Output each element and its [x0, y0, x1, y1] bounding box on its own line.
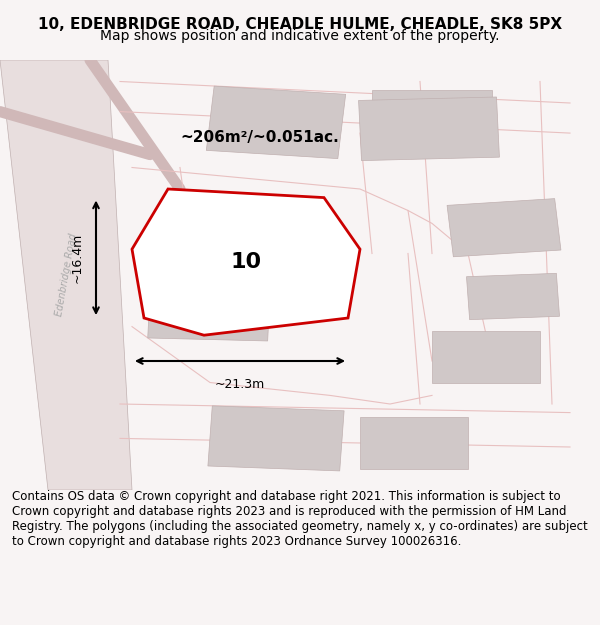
Polygon shape	[0, 60, 132, 490]
Text: ~16.4m: ~16.4m	[71, 232, 84, 283]
Text: 10, EDENBRIDGE ROAD, CHEADLE HULME, CHEADLE, SK8 5PX: 10, EDENBRIDGE ROAD, CHEADLE HULME, CHEA…	[38, 17, 562, 32]
Polygon shape	[148, 243, 272, 341]
Polygon shape	[132, 189, 360, 335]
Polygon shape	[206, 86, 346, 159]
Polygon shape	[360, 417, 468, 469]
Polygon shape	[466, 273, 560, 319]
Text: Contains OS data © Crown copyright and database right 2021. This information is : Contains OS data © Crown copyright and d…	[12, 490, 588, 548]
Text: Edenbridge Road: Edenbridge Road	[54, 232, 78, 318]
Polygon shape	[447, 199, 561, 257]
Polygon shape	[372, 90, 492, 146]
Text: 10: 10	[230, 252, 262, 272]
Polygon shape	[359, 97, 499, 161]
Text: ~206m²/~0.051ac.: ~206m²/~0.051ac.	[180, 130, 339, 145]
Polygon shape	[208, 406, 344, 471]
Polygon shape	[432, 331, 540, 382]
Text: ~21.3m: ~21.3m	[215, 378, 265, 391]
Text: Map shows position and indicative extent of the property.: Map shows position and indicative extent…	[100, 29, 500, 43]
